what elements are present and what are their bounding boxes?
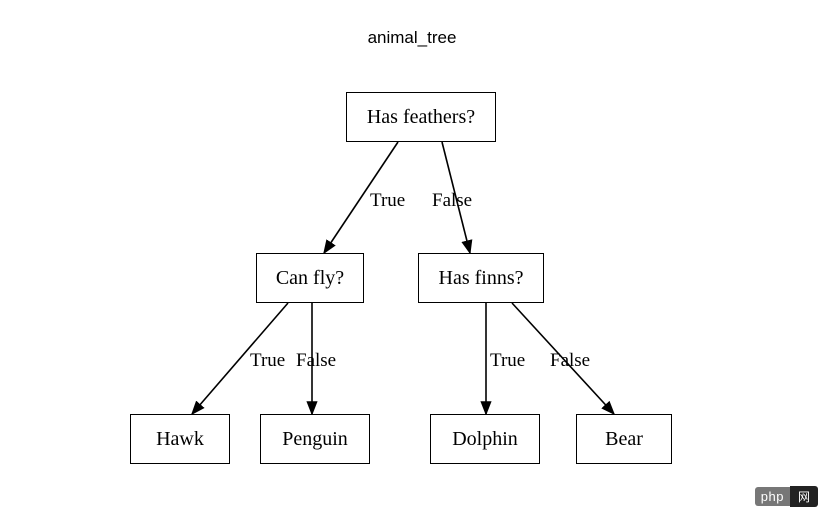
node-bear: Bear bbox=[576, 414, 672, 464]
node-root: Has feathers? bbox=[346, 92, 496, 142]
edge-label: False bbox=[550, 350, 590, 372]
edge-label: True bbox=[370, 190, 405, 212]
node-canfly: Can fly? bbox=[256, 253, 364, 303]
watermark: php 网 bbox=[755, 486, 818, 507]
edge-label: False bbox=[296, 350, 336, 372]
diagram-title: animal_tree bbox=[0, 28, 824, 48]
node-label: Hawk bbox=[156, 428, 204, 451]
node-penguin: Penguin bbox=[260, 414, 370, 464]
diagram-canvas: animal_tree Has feathers? Can fly? Has f… bbox=[0, 0, 824, 515]
edge-label: True bbox=[490, 350, 525, 372]
node-label: Bear bbox=[605, 428, 643, 451]
edge-label: False bbox=[432, 190, 472, 212]
watermark-left: php bbox=[755, 487, 790, 506]
node-label: Can fly? bbox=[276, 267, 344, 290]
node-label: Penguin bbox=[282, 428, 348, 451]
node-label: Dolphin bbox=[452, 428, 518, 451]
node-hasfins: Has finns? bbox=[418, 253, 544, 303]
node-hawk: Hawk bbox=[130, 414, 230, 464]
edge-layer bbox=[0, 0, 824, 515]
edge-label: True bbox=[250, 350, 285, 372]
node-label: Has feathers? bbox=[367, 106, 475, 129]
node-label: Has finns? bbox=[439, 267, 524, 290]
node-dolphin: Dolphin bbox=[430, 414, 540, 464]
watermark-right: 网 bbox=[790, 486, 818, 507]
